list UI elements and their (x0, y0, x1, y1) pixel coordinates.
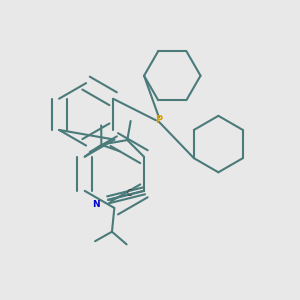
Text: P: P (155, 115, 162, 125)
Text: N: N (93, 200, 100, 209)
Text: C: C (126, 189, 132, 198)
